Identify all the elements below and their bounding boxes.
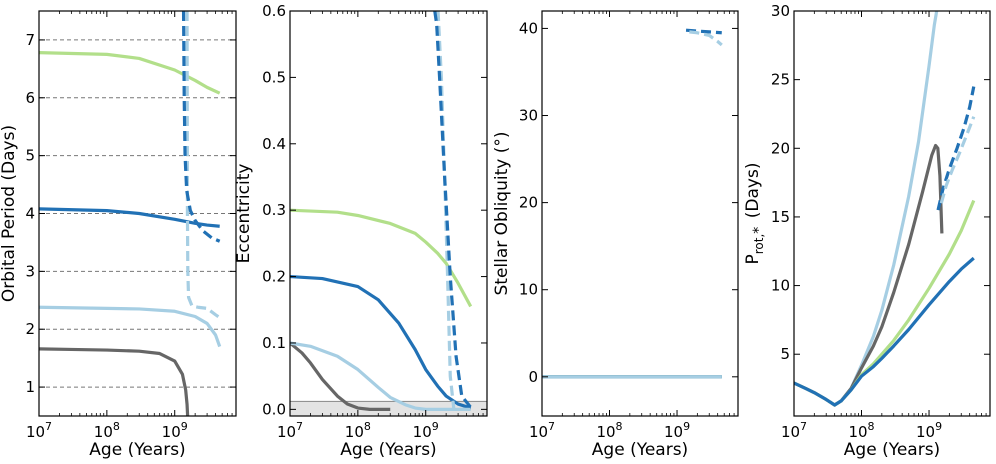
series-light-blue — [39, 305, 222, 348]
y-tick-label: 5 — [25, 147, 35, 165]
series-light-blue — [290, 341, 471, 411]
series-light-green — [39, 51, 221, 95]
y-tick-label: 15 — [771, 208, 790, 226]
y-axis-label: Prot,* (Days) — [743, 163, 767, 265]
y-tick-label: 25 — [771, 71, 790, 89]
panel-eccentricity: 107 108 109 0.0 0.1 0.2 0.3 0.4 0.5 0.6 Age (Years… — [234, 2, 488, 460]
series-dark-blue — [794, 256, 975, 407]
y-tick-label: 0.6 — [262, 2, 286, 20]
series-light-green — [290, 208, 473, 308]
x-tick-label: 107 — [529, 420, 555, 441]
series-light-blue — [794, 11, 939, 407]
series-gray — [39, 347, 190, 416]
y-tick-label: 2 — [25, 320, 35, 338]
y-axis-label: Orbital Period (Days) — [0, 125, 19, 302]
series-dark-blue — [39, 207, 220, 228]
y-tick-label: 0.1 — [262, 334, 286, 352]
series-dark-blue-dashed — [433, 11, 472, 409]
y-tick-label: 30 — [519, 107, 538, 125]
y-tick-label: 0.3 — [262, 201, 286, 219]
series-light-blue-dashed — [436, 11, 471, 411]
y-tick-label: 10 — [771, 277, 790, 295]
y-tick-label: 40 — [519, 19, 538, 37]
x-tick-label: 108 — [848, 420, 874, 441]
y-tick-label: 3 — [25, 262, 35, 280]
x-tick-label: 108 — [345, 420, 371, 441]
y-axis-label: Stellar Obliquity (°) — [492, 132, 512, 296]
x-axis-label: Age (Years) — [592, 440, 688, 460]
y-tick-label: 6 — [25, 89, 35, 107]
series-dark-blue — [290, 274, 472, 410]
panel-rotation: 107 108 109 5 10 15 20 25 30 Age (Years) Prot,* (D… — [743, 2, 991, 460]
x-tick-label: 107 — [26, 420, 52, 441]
y-tick-label: 4 — [25, 205, 35, 223]
y-tick-label: 5 — [780, 345, 790, 363]
series-dark-blue-dashed — [936, 86, 976, 211]
axes-frame — [541, 10, 739, 417]
panel-period: 107 108 109 1 2 3 4 5 6 7 Age (Years) Orbital Perio… — [0, 10, 237, 460]
y-tick-label: 20 — [771, 139, 790, 157]
x-tick-label: 109 — [162, 420, 188, 441]
x-tick-label: 108 — [94, 420, 120, 441]
x-axis-label: Age (Years) — [340, 440, 436, 460]
y-tick-label: 10 — [519, 281, 538, 299]
y-axis-label: Eccentricity — [234, 164, 254, 264]
x-tick-label: 107 — [277, 420, 303, 441]
y-tick-label: 20 — [519, 194, 538, 212]
series-dark-blue-dashed — [181, 11, 221, 243]
y-tick-label: 0.4 — [262, 135, 286, 153]
y-tick-label: 7 — [25, 31, 35, 49]
series-gray — [794, 143, 944, 407]
y-tick-label: 30 — [771, 2, 790, 20]
x-tick-label: 108 — [596, 420, 622, 441]
series-light-blue-dashed — [939, 116, 976, 204]
x-tick-label: 109 — [664, 420, 690, 441]
y-tick-label: 0.2 — [262, 268, 286, 286]
panel-obliquity: 107 108 109 0 10 20 30 40 Age (Years) Stellar Obl… — [492, 10, 739, 460]
axes-frame — [793, 10, 991, 417]
series-light-blue-dashed — [689, 30, 723, 47]
x-tick-label: 109 — [916, 420, 942, 441]
x-tick-label: 107 — [781, 420, 807, 441]
x-tick-label: 109 — [413, 420, 439, 441]
axes-frame — [289, 10, 488, 417]
x-axis-label: Age (Years) — [89, 440, 185, 460]
y-tick-label: 0 — [528, 368, 538, 386]
y-tick-label: 1 — [25, 378, 35, 396]
y-tick-label: 0.5 — [262, 68, 286, 86]
x-axis-label: Age (Years) — [844, 440, 940, 460]
series-gray — [290, 341, 391, 411]
series-light-blue-dashed — [185, 11, 221, 319]
y-tick-label: 0.0 — [262, 400, 286, 418]
